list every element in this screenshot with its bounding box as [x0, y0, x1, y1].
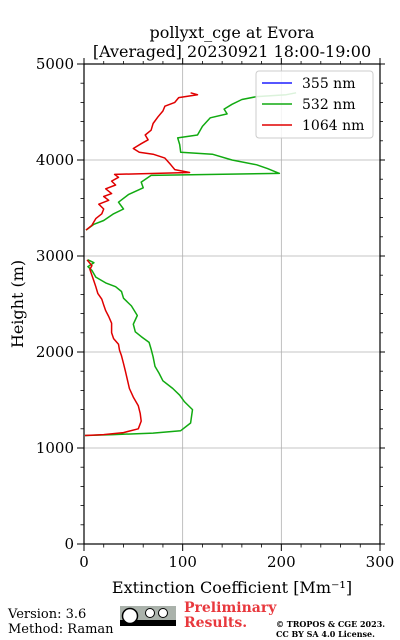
series-line-1064-nm [84, 259, 142, 437]
x-tick-label: 200 [267, 553, 296, 571]
legend-label: 1064 nm [302, 118, 364, 134]
chart-subtitle: [Averaged] 20230921 18:00-19:00 [93, 42, 371, 61]
copyright-line: © TROPOS & CGE 2023. [276, 619, 386, 629]
y-tick-label: 4000 [36, 151, 74, 169]
series-line-532-nm [85, 92, 297, 231]
plot-frame [83, 63, 381, 545]
preliminary-results-note: Preliminary Results. [184, 600, 277, 631]
copyright-note: © TROPOS & CGE 2023. CC BY SA 4.0 Licens… [276, 619, 400, 639]
series-line-1064-nm [85, 92, 199, 231]
method-label: Method: Raman [8, 622, 114, 637]
y-tick-label: 0 [64, 535, 74, 553]
data-series [84, 92, 297, 437]
legend-label: 355 nm [302, 76, 355, 92]
version-label: Version: 3.6 [8, 607, 87, 622]
license-line: CC BY SA 4.0 License. [276, 629, 375, 639]
x-tick-label: 100 [168, 553, 197, 571]
x-tick-label: 300 [366, 553, 395, 571]
y-tick-label: 5000 [36, 55, 74, 73]
y-tick-label: 2000 [36, 343, 74, 361]
legend: 355 nm 532 nm 1064 nm [255, 70, 374, 139]
y-axis-label: Height (m) [8, 260, 27, 348]
legend-box [255, 70, 374, 139]
x-axis-label: Extinction Coefficient [Mm⁻¹] [112, 578, 352, 597]
legend-label: 532 nm [302, 97, 355, 113]
x-tick-label: 0 [79, 553, 89, 571]
y-tick-label: 3000 [36, 247, 74, 265]
cc-by-sa-logo [120, 606, 176, 626]
y-tick-label: 1000 [36, 439, 74, 457]
chart-title: pollyxt_cge at Evora [150, 23, 315, 42]
series-line-532-nm [84, 259, 194, 437]
